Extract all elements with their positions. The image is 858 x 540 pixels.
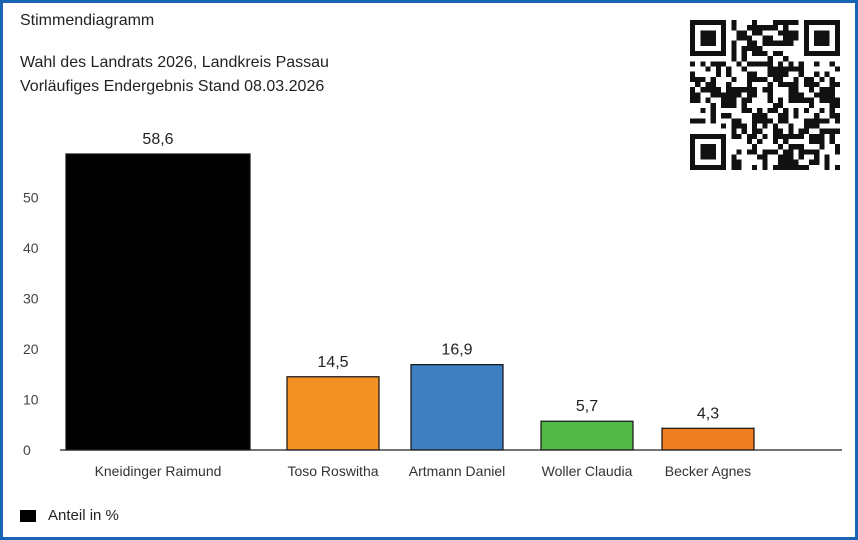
bar-value-label: 16,9	[441, 342, 472, 359]
x-tick-label: Toso Roswitha	[287, 463, 378, 479]
bar-value-label: 14,5	[317, 354, 348, 371]
y-tick-label: 50	[23, 189, 39, 205]
bar-value-label: 58,6	[142, 131, 173, 148]
chart-heading: Stimmendiagramm	[20, 12, 155, 29]
result-status: Vorläufiges Endergebnis Stand 08.03.2026	[20, 78, 325, 95]
bar	[286, 376, 380, 451]
election-title: Wahl des Landrats 2026, Landkreis Passau	[20, 54, 329, 71]
legend-swatch	[20, 509, 36, 522]
bar-value-label: 5,7	[576, 398, 598, 415]
x-tick-label: Artmann Daniel	[409, 463, 506, 479]
legend: Anteil in %	[20, 507, 119, 524]
qr-code-icon	[690, 20, 840, 170]
bar	[540, 420, 634, 451]
x-tick-label: Becker Agnes	[665, 463, 751, 479]
bar-value-label: 4,3	[697, 405, 719, 422]
bar	[65, 153, 251, 451]
y-tick-label: 20	[23, 341, 39, 357]
x-tick-label: Woller Claudia	[542, 463, 633, 479]
y-tick-label: 40	[23, 240, 39, 256]
bar	[661, 427, 755, 451]
bar	[410, 364, 504, 451]
y-tick-label: 10	[23, 391, 39, 407]
y-tick-label: 30	[23, 290, 39, 306]
y-tick-label: 0	[23, 442, 31, 458]
x-tick-label: Kneidinger Raimund	[95, 463, 222, 479]
legend-label: Anteil in %	[48, 507, 119, 524]
